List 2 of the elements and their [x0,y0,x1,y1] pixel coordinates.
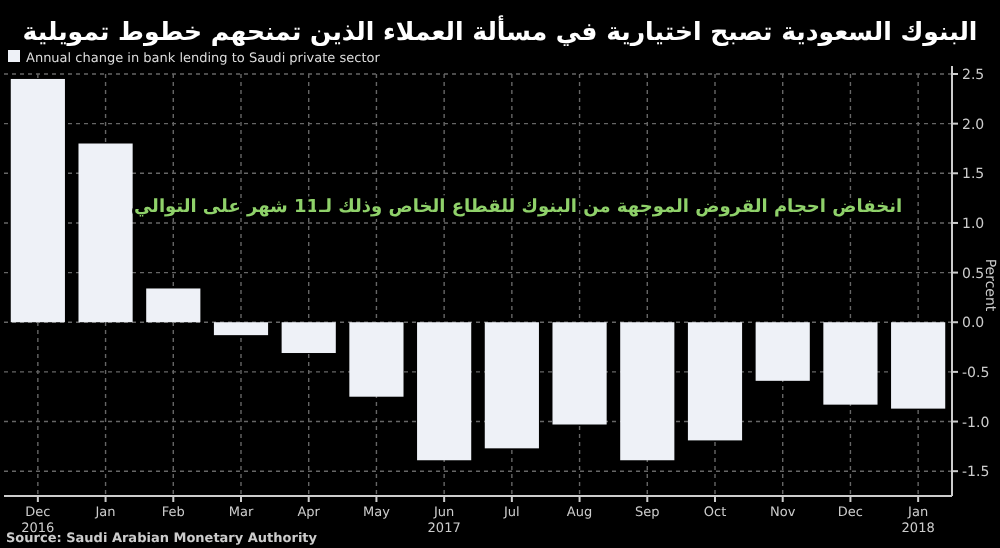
annotation: انخفاض احجام القروض الموجهة من البنوك للقطاع الخاص وذلك لـ11 شهر على التوالي [133,198,903,218]
chart-title: البنوك السعودية تصبح اختيارية في مسألة العملاء الذين تمنحهم خطوط تمويلية [22,14,978,48]
